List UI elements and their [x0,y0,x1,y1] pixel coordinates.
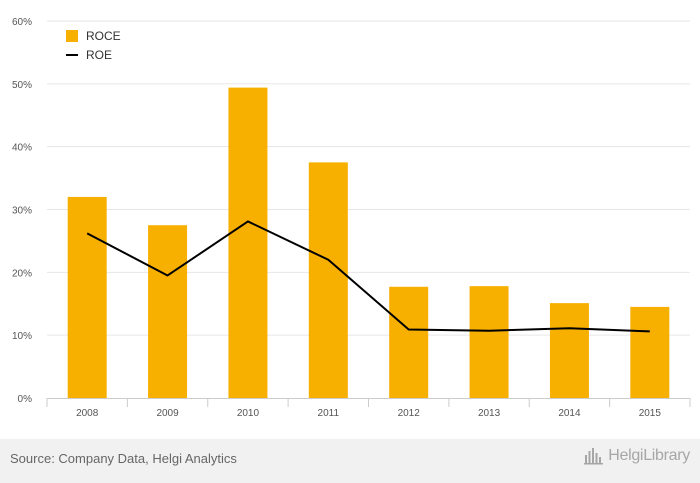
legend: ROCE ROE [66,29,121,62]
logo-text: HelgiLibrary [608,447,690,465]
x-tick-label-2011: 2011 [318,408,340,419]
x-tick-label-2009: 2009 [156,408,179,419]
bar-roce-2010 [228,87,268,398]
y-tick-label-0%: 0% [18,394,33,405]
x-tick-label-2012: 2012 [398,408,421,419]
bar-roce-2013 [469,286,509,398]
y-tick-label-20%: 20% [12,268,32,279]
legend-label-roe: ROE [86,48,112,62]
bar-roce-2008 [67,196,107,398]
x-tick-label-2015: 2015 [639,408,662,419]
bar-roce-2009 [148,225,188,398]
legend-label-roce: ROCE [86,29,121,43]
x-tick-label-2010: 2010 [237,408,260,419]
logo-text-library: Library [643,447,690,464]
x-tick-label-2014: 2014 [558,408,581,419]
y-tick-label-10%: 10% [12,331,32,342]
x-tick-label-2008: 2008 [76,408,99,419]
line-series-roe [86,220,650,333]
y-axis-tick-labels: 0% 10% 20% 30% 40% 50% 60% [12,17,32,405]
helgi-library-logo: HelgiLibrary [584,447,690,465]
y-tick-label-60%: 60% [12,17,32,28]
chart: 0% 10% 20% 30% 40% 50% 60% 2008 2009 2010 2011 201… [12,17,691,419]
bar-roce-2014 [549,303,589,398]
y-tick-label-40%: 40% [12,143,32,154]
line-roe [86,220,650,333]
x-axis [46,398,691,407]
y-tick-label-30%: 30% [12,206,32,217]
bar-roce-2015 [630,306,670,398]
y-tick-label-50%: 50% [12,80,32,91]
bar-roce-2012 [389,286,429,398]
x-axis-tick-labels: 2008 2009 2010 2011 2012 2013 2014 2015 [76,408,661,419]
footer: Source: Company Data, Helgi Analytics He… [0,439,700,483]
bar-series-roce [67,87,670,398]
logo-text-helgi: Helgi [608,447,644,464]
source-text: Source: Company Data, Helgi Analytics [10,451,237,466]
bar-roce-2011 [308,162,348,398]
grid-lines [47,20,690,336]
x-tick-label-2013: 2013 [478,408,501,419]
bar-chart-icon [584,448,604,465]
legend-swatch-roce [66,30,78,42]
